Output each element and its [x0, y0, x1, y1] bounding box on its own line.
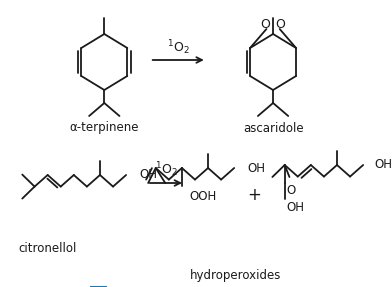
Text: O: O: [287, 185, 296, 197]
Text: $^1$O$_2$: $^1$O$_2$: [167, 39, 190, 57]
Text: O: O: [276, 18, 286, 32]
Text: O: O: [261, 18, 270, 32]
Text: $^1$O$_2$: $^1$O$_2$: [154, 161, 177, 179]
Text: hydroperoxides: hydroperoxides: [189, 269, 281, 282]
Text: OOH: OOH: [189, 189, 217, 203]
Text: citronellol: citronellol: [18, 241, 76, 255]
Text: OH: OH: [247, 162, 265, 174]
Text: +: +: [247, 186, 261, 204]
Text: OH: OH: [287, 201, 305, 214]
Text: OH: OH: [374, 158, 392, 172]
Text: OH: OH: [140, 168, 157, 181]
Text: α-terpinene: α-terpinene: [69, 121, 139, 135]
Text: ascaridole: ascaridole: [243, 121, 303, 135]
